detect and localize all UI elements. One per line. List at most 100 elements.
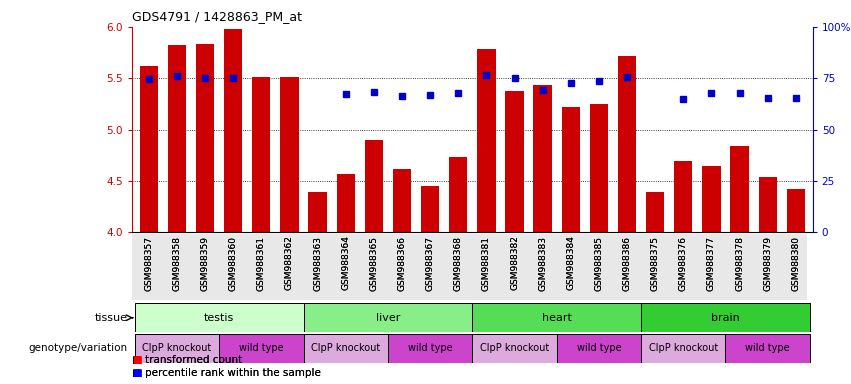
Bar bbox=[641, 334, 726, 363]
Text: liver: liver bbox=[376, 313, 400, 323]
Text: GSM988357: GSM988357 bbox=[145, 235, 153, 291]
Bar bbox=[224, 29, 243, 232]
Text: GSM988379: GSM988379 bbox=[763, 235, 772, 291]
Bar bbox=[702, 166, 721, 232]
Text: GSM988386: GSM988386 bbox=[623, 235, 631, 291]
Text: GSM988375: GSM988375 bbox=[651, 235, 660, 291]
Text: GSM988386: GSM988386 bbox=[623, 235, 631, 291]
Bar bbox=[140, 66, 158, 232]
Bar bbox=[730, 146, 749, 232]
Text: GSM988359: GSM988359 bbox=[201, 235, 209, 291]
Text: GSM988368: GSM988368 bbox=[454, 235, 463, 291]
Text: GSM988382: GSM988382 bbox=[510, 235, 519, 290]
Text: ClpP knockout: ClpP knockout bbox=[142, 343, 212, 354]
Bar bbox=[534, 85, 551, 232]
Text: GSM988378: GSM988378 bbox=[735, 235, 744, 291]
Text: GSM988360: GSM988360 bbox=[229, 235, 237, 291]
Text: GSM988385: GSM988385 bbox=[594, 235, 603, 291]
Text: GSM988380: GSM988380 bbox=[791, 235, 800, 291]
Bar bbox=[134, 303, 304, 332]
Text: GSM988358: GSM988358 bbox=[173, 235, 181, 291]
Text: brain: brain bbox=[711, 313, 740, 323]
Bar bbox=[134, 334, 219, 363]
Text: GSM988359: GSM988359 bbox=[201, 235, 209, 291]
Text: GDS4791 / 1428863_PM_at: GDS4791 / 1428863_PM_at bbox=[132, 10, 302, 23]
Text: GSM988379: GSM988379 bbox=[763, 235, 772, 291]
Text: GSM988362: GSM988362 bbox=[285, 235, 294, 290]
Text: GSM988362: GSM988362 bbox=[285, 235, 294, 290]
Text: ■ transformed count: ■ transformed count bbox=[132, 355, 243, 365]
Bar bbox=[641, 303, 810, 332]
Bar bbox=[726, 334, 810, 363]
Bar bbox=[472, 334, 557, 363]
Text: tissue: tissue bbox=[94, 313, 128, 323]
Text: GSM988363: GSM988363 bbox=[313, 235, 322, 291]
Text: GSM988363: GSM988363 bbox=[313, 235, 322, 291]
Text: GSM988365: GSM988365 bbox=[369, 235, 379, 291]
Text: ClpP knockout: ClpP knockout bbox=[311, 343, 380, 354]
Text: GSM988381: GSM988381 bbox=[482, 235, 491, 291]
Text: GSM988358: GSM988358 bbox=[173, 235, 181, 291]
Bar bbox=[562, 107, 580, 232]
Bar bbox=[505, 91, 523, 232]
Text: GSM988383: GSM988383 bbox=[538, 235, 547, 291]
Text: GSM988384: GSM988384 bbox=[566, 235, 575, 290]
Text: percentile rank within the sample: percentile rank within the sample bbox=[145, 368, 321, 378]
Text: genotype/variation: genotype/variation bbox=[29, 343, 128, 354]
Text: GSM988365: GSM988365 bbox=[369, 235, 379, 291]
Text: GSM988385: GSM988385 bbox=[594, 235, 603, 291]
Bar bbox=[308, 192, 327, 232]
Text: GSM988375: GSM988375 bbox=[651, 235, 660, 291]
Bar bbox=[557, 334, 641, 363]
Text: testis: testis bbox=[204, 313, 234, 323]
Text: GSM988357: GSM988357 bbox=[145, 235, 153, 291]
Bar bbox=[421, 186, 439, 232]
Text: wild type: wild type bbox=[577, 343, 621, 354]
Text: ■: ■ bbox=[132, 368, 141, 378]
Bar bbox=[304, 303, 472, 332]
Text: GSM988367: GSM988367 bbox=[426, 235, 435, 291]
Bar bbox=[393, 169, 411, 232]
Text: GSM988378: GSM988378 bbox=[735, 235, 744, 291]
Text: transformed count: transformed count bbox=[145, 355, 242, 365]
Text: ClpP knockout: ClpP knockout bbox=[648, 343, 718, 354]
Bar bbox=[280, 77, 299, 232]
Text: GSM988360: GSM988360 bbox=[229, 235, 237, 291]
Text: GSM988377: GSM988377 bbox=[707, 235, 716, 291]
Bar bbox=[646, 192, 665, 232]
Bar bbox=[786, 189, 805, 232]
Bar bbox=[674, 161, 693, 232]
Text: GSM988382: GSM988382 bbox=[510, 235, 519, 290]
Bar bbox=[365, 140, 383, 232]
Text: GSM988380: GSM988380 bbox=[791, 235, 800, 291]
Text: GSM988376: GSM988376 bbox=[679, 235, 688, 291]
Text: GSM988366: GSM988366 bbox=[397, 235, 407, 291]
Bar bbox=[336, 174, 355, 232]
Text: GSM988377: GSM988377 bbox=[707, 235, 716, 291]
Bar bbox=[168, 45, 186, 232]
Text: GSM988383: GSM988383 bbox=[538, 235, 547, 291]
Text: GSM988376: GSM988376 bbox=[679, 235, 688, 291]
Bar bbox=[388, 334, 472, 363]
Text: GSM988364: GSM988364 bbox=[341, 235, 351, 290]
Bar bbox=[472, 303, 641, 332]
Text: GSM988384: GSM988384 bbox=[566, 235, 575, 290]
Bar bbox=[304, 334, 388, 363]
Text: ■: ■ bbox=[132, 355, 141, 365]
Text: wild type: wild type bbox=[745, 343, 790, 354]
Bar bbox=[219, 334, 304, 363]
Bar bbox=[590, 104, 608, 232]
Bar bbox=[196, 44, 214, 232]
Bar bbox=[252, 77, 271, 232]
Text: GSM988366: GSM988366 bbox=[397, 235, 407, 291]
Text: GSM988361: GSM988361 bbox=[257, 235, 266, 291]
Bar bbox=[449, 157, 467, 232]
Text: GSM988381: GSM988381 bbox=[482, 235, 491, 291]
Text: heart: heart bbox=[542, 313, 572, 323]
Text: GSM988368: GSM988368 bbox=[454, 235, 463, 291]
Text: ClpP knockout: ClpP knockout bbox=[480, 343, 549, 354]
Text: GSM988361: GSM988361 bbox=[257, 235, 266, 291]
Bar bbox=[618, 56, 637, 232]
Text: GSM988367: GSM988367 bbox=[426, 235, 435, 291]
Text: GSM988364: GSM988364 bbox=[341, 235, 351, 290]
